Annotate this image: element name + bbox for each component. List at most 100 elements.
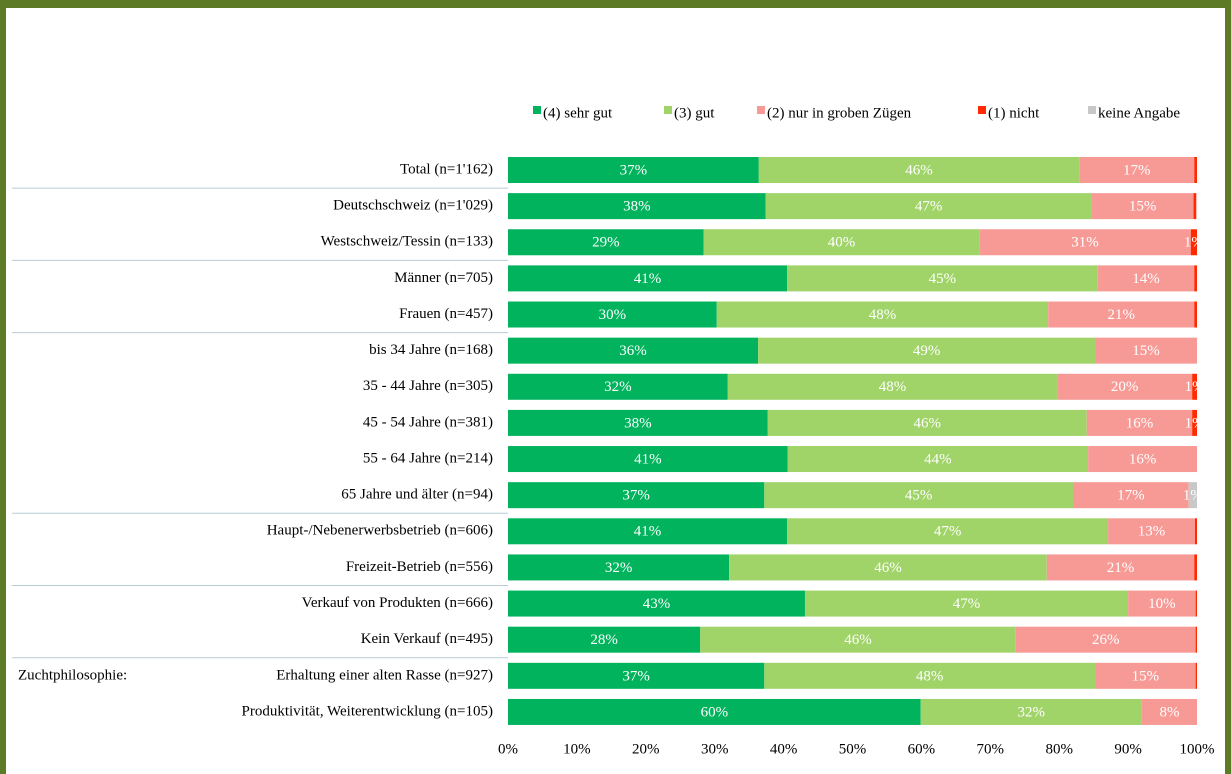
value-label: 28% [590,632,618,648]
bar-segment [727,373,1058,400]
bar-segment [920,698,1142,725]
value-label: 37% [622,488,650,504]
value-label: 37% [622,668,650,684]
value-label: 38% [624,415,652,431]
bar-segment [1128,590,1196,617]
legend-swatch [757,106,765,114]
bar-segment [1194,265,1197,292]
bar-segment [1015,626,1196,653]
value-label: 31% [1071,235,1099,251]
legend-label: (1) nicht [988,105,1040,121]
value-label: 17% [1123,162,1151,178]
x-tick-label: 100% [1180,741,1215,757]
value-label: 30% [599,307,627,323]
bar-segment [1195,590,1197,617]
bar-segment [1192,373,1197,400]
category-label: bis 34 Jahre (n=168) [369,342,493,358]
legend-label: keine Angabe [1098,105,1180,121]
bar-segment [1188,482,1197,509]
value-label: 10% [1148,596,1176,612]
value-label: 60% [701,704,729,720]
bar-segment [508,301,717,328]
value-label: 21% [1107,307,1135,323]
bar-segment [1194,157,1197,183]
value-label: 36% [619,343,647,359]
bar-segment [508,157,759,183]
bar-segment [508,373,728,400]
bar-segment [508,193,766,220]
category-label: 45 - 54 Jahre (n=381) [363,414,493,430]
value-label: 15% [1132,343,1160,359]
value-label: 49% [913,343,941,359]
value-label: 48% [916,668,944,684]
value-label: 21% [1107,560,1135,576]
bar-segment [1190,229,1197,256]
bar-segment [1095,662,1196,689]
bar-segment [764,482,1073,509]
value-label: 1% [1183,488,1203,504]
bar-segment [758,337,1096,364]
value-label: 32% [604,379,632,395]
bar-segment [764,662,1096,689]
value-label: 1% [1185,379,1205,395]
bar-segment [716,301,1049,328]
legend-label: (3) gut [674,105,715,121]
bar-segment [1086,409,1193,436]
category-label: Deutschschweiz (n=1'029) [333,198,493,214]
bar-segment [700,626,1016,653]
bar-segment [1108,518,1195,545]
value-label: 20% [1111,379,1139,395]
category-label: 35 - 44 Jahre (n=305) [363,378,493,394]
bar-segment [787,265,1098,292]
value-label: 47% [934,524,962,540]
bar-segment [508,698,921,725]
x-tick-label: 20% [632,741,660,757]
value-label: 46% [874,560,902,576]
value-label: 38% [623,199,651,215]
value-label: 47% [953,596,981,612]
bar-segment [508,590,805,617]
bar-segment [508,518,788,545]
category-label: Produktivität, Weiterentwicklung (n=105) [241,703,493,719]
value-label: 1% [1184,235,1204,251]
bar-segment [1079,157,1195,183]
value-label: 8% [1159,704,1179,720]
x-tick-label: 10% [563,741,591,757]
value-label: 1% [1185,415,1205,431]
bar-segment [765,193,1092,220]
value-label: 47% [915,199,943,215]
bar-segment [1194,554,1197,581]
legend-swatch [664,106,672,114]
annotation: Zuchtphilosophie: [18,667,127,683]
bar-segment [1192,409,1197,436]
legend-swatch [1088,106,1096,114]
value-label: 48% [869,307,897,323]
bar-segment [508,554,730,581]
value-label: 41% [634,524,662,540]
category-label: Total (n=1'162) [400,161,493,177]
x-tick-label: 0% [498,741,518,757]
x-tick-label: 40% [770,741,798,757]
category-label: Verkauf von Produkten (n=666) [302,595,493,611]
category-label: 65 Jahre und älter (n=94) [341,487,493,503]
bar-segment [1048,301,1195,328]
x-tick-label: 80% [1045,741,1073,757]
legend-label: (4) sehr gut [543,105,613,121]
x-tick-label: 60% [908,741,936,757]
bar-segment [508,409,768,436]
value-label: 32% [605,560,633,576]
value-label: 45% [905,488,933,504]
category-label: Westschweiz/Tessin (n=133) [321,234,493,250]
bar-segment [703,229,980,256]
bar-segment [1195,662,1197,689]
bar-segment [767,409,1087,436]
bar-segment [1091,193,1194,220]
x-tick-label: 70% [977,741,1005,757]
bar-segment [1095,337,1197,364]
value-label: 15% [1129,199,1157,215]
x-tick-label: 90% [1114,741,1142,757]
value-label: 37% [620,162,648,178]
bar-segment [1057,373,1193,400]
